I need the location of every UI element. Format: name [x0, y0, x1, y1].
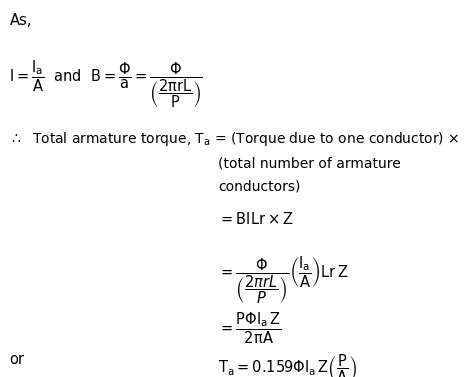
Text: $\therefore$  Total armature torque, $\mathrm{T_a}$ = (Torque due to one conduct: $\therefore$ Total armature torque, $\ma… [9, 130, 460, 148]
Text: $= \dfrac{\mathrm{P\Phi I_a\,Z}}{\mathrm{2\pi A}}$: $= \dfrac{\mathrm{P\Phi I_a\,Z}}{\mathrm… [218, 311, 282, 346]
Text: $\mathrm{I{=}\dfrac{I_a}{A}}$  and  $\mathrm{B = \dfrac{\Phi}{a} = \dfrac{\Phi}{: $\mathrm{I{=}\dfrac{I_a}{A}}$ and $\math… [9, 58, 203, 110]
Text: or: or [9, 352, 25, 368]
Text: $= \dfrac{\Phi}{\left(\dfrac{2\pi r L}{P}\right)} \left(\dfrac{\mathrm{I_a}}{\ma: $= \dfrac{\Phi}{\left(\dfrac{2\pi r L}{P… [218, 254, 348, 306]
Text: conductors): conductors) [218, 179, 301, 193]
Text: As,: As, [9, 13, 32, 28]
Text: $= \mathrm{BILr \times Z}$: $= \mathrm{BILr \times Z}$ [218, 211, 294, 227]
Text: (total number of armature: (total number of armature [218, 156, 401, 170]
Text: $\mathrm{T_a = 0.159\Phi I_a\,Z\left(\dfrac{P}{A}\right)}$: $\mathrm{T_a = 0.159\Phi I_a\,Z\left(\df… [218, 352, 357, 377]
